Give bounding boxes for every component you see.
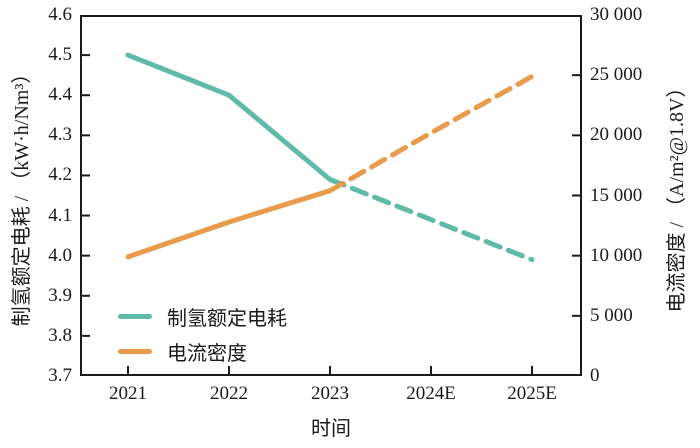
left-axis-tick-label: 3.8 [48, 324, 72, 346]
right-axis-tick-label: 5 000 [590, 304, 633, 326]
hydrogen-rated-power-consumption-line-forecast-dashed [327, 177, 535, 263]
left-axis-tick-label: 4.4 [48, 84, 72, 106]
right-axis-tick-label: 15 000 [590, 184, 643, 206]
left-axis-tick-label: 4.2 [48, 164, 72, 186]
x-axis-tick-label: 2023 [311, 383, 349, 404]
right-axis-title: 电流密度 / （A/m²@1.8V） [666, 77, 688, 313]
left-axis-tick-label: 4.5 [48, 44, 72, 66]
legend-swatch-consumption-line [118, 314, 152, 319]
right-axis-tick-label: 0 [590, 365, 600, 386]
left-axis-title: 制氢额定电耗 / （kW·h/Nm³） [11, 63, 33, 327]
current-density-line-forecast-dashed [327, 73, 535, 194]
x-axis-tick-label: 2025E [507, 383, 557, 404]
right-axis-tick-label: 25 000 [590, 64, 643, 86]
plot-canvas [80, 15, 582, 376]
x-axis-tick-label: 2021 [109, 383, 147, 404]
left-axis-tick-label: 4.3 [48, 124, 72, 146]
legend-label-current-density: 电流密度 [167, 343, 247, 365]
left-axis-tick-label: 4.0 [48, 244, 72, 266]
left-axis-tick-label: 4.6 [48, 4, 72, 25]
legend-item-consumption: 制氢额定电耗 [118, 299, 287, 334]
legend: 制氢额定电耗 电流密度 [118, 299, 287, 369]
x-axis-tick-label: 2022 [210, 383, 248, 404]
current-density-line-solid [125, 188, 333, 260]
legend-item-current-density: 电流密度 [118, 334, 287, 369]
left-axis-tick-label: 4.1 [48, 204, 72, 226]
left-axis-tick-label: 3.7 [48, 365, 72, 386]
x-axis-tick-label: 2024E [406, 383, 456, 404]
legend-label-consumption: 制氢额定电耗 [167, 308, 287, 330]
right-axis-tick-label: 30 000 [590, 4, 643, 25]
plot-area: 制氢额定电耗 电流密度 [80, 15, 582, 376]
left-axis-tick-label: 3.9 [48, 284, 72, 306]
x-axis-title: 时间 [311, 418, 351, 440]
legend-swatch-current-density-line [118, 349, 152, 354]
right-axis-tick-label: 10 000 [590, 244, 643, 266]
hydrogen-rated-power-consumption-line-solid [125, 52, 333, 182]
right-axis-tick-label: 20 000 [590, 124, 643, 146]
axes-border [80, 15, 582, 376]
